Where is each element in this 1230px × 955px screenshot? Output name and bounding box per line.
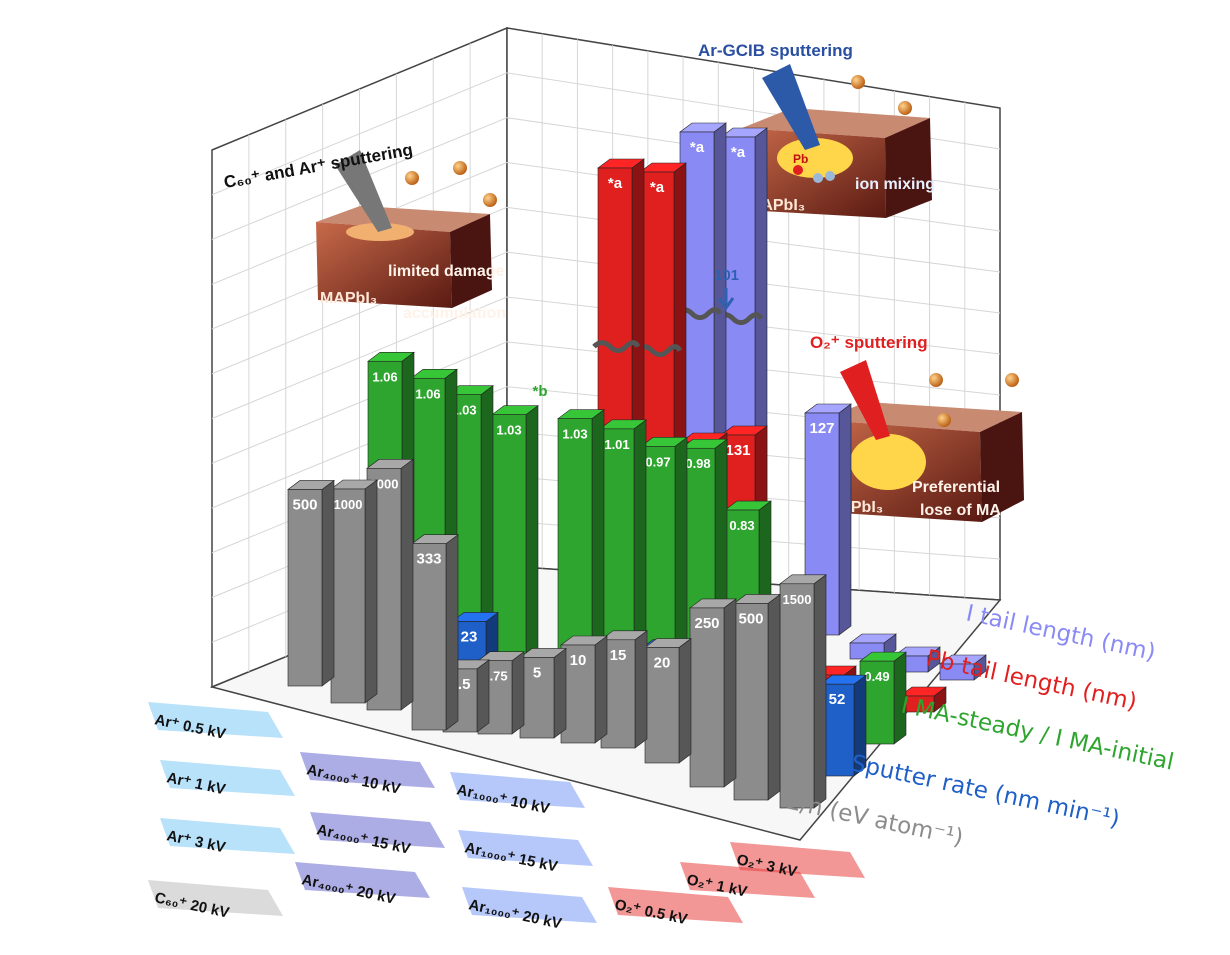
bar: 5 <box>519 647 567 739</box>
inset-right-note-2: lose of MA <box>920 502 1001 519</box>
data-label: 10 <box>570 652 587 669</box>
ejected-particle-icon <box>453 161 467 175</box>
data-label: 1.03 <box>562 427 587 442</box>
ion-beam-cone-icon <box>335 150 392 232</box>
data-label: *a <box>608 175 623 192</box>
bar: 1500 <box>779 574 827 809</box>
data-label: 1.01 <box>604 437 629 452</box>
condition-tag: Ar₄₀₀₀⁺ 15 kV <box>310 812 445 858</box>
data-label: 0.49 <box>864 669 889 684</box>
inset-top-title: Ar-GCIB sputtering <box>698 41 853 60</box>
arrow-value-label: 101 <box>714 267 739 284</box>
data-label: 500 <box>738 610 763 627</box>
data-label: 23 <box>461 628 478 645</box>
ejected-particle-icon <box>405 171 419 185</box>
bar: 500 <box>733 593 781 801</box>
ejected-particle-icon <box>483 193 497 207</box>
inset-left-note-2: accumulation <box>403 305 506 322</box>
ejected-particle-icon <box>1005 373 1019 387</box>
condition-tag: Ar₁₀₀₀⁺ 15 kV <box>458 830 593 876</box>
condition-labels: Ar⁺ 0.5 kV Ar⁺ 1 kV Ar⁺ 3 kV C₆₀⁺ 20 kV Ar₄₀… <box>148 702 865 933</box>
bar <box>899 686 947 713</box>
condition-tag: Ar₁₀₀₀⁺ 20 kV <box>462 887 597 933</box>
ejected-particle-icon <box>851 75 865 89</box>
condition-tag: C₆₀⁺ 20 kV <box>148 880 283 922</box>
inset-right-note-1: Preferential <box>912 479 1000 496</box>
data-label: 1.06 <box>415 386 440 401</box>
data-label: *a <box>731 144 746 161</box>
data-label: 0.83 <box>729 518 754 533</box>
mixed-atom-icon <box>813 173 823 183</box>
ion-beam-cone-icon <box>762 64 820 150</box>
data-label: 250 <box>694 615 719 632</box>
lead-atom-icon <box>793 165 803 175</box>
data-label: 0.98 <box>685 456 710 471</box>
data-label: 0.97 <box>645 454 670 469</box>
bar: 15 <box>600 630 648 749</box>
bar: 250 <box>689 598 737 788</box>
inset-right: O₂⁺ sputtering MAPbI₃ Preferential lose … <box>810 333 1024 522</box>
data-label: 1.03 <box>496 423 521 438</box>
inset-top-element: Pb <box>793 152 808 166</box>
data-label: 1500 <box>783 592 812 607</box>
data-label: 5 <box>533 664 541 681</box>
data-label: 52 <box>829 691 846 708</box>
bar: 0.49 <box>859 651 907 745</box>
axis-break-icon <box>592 340 641 354</box>
mixed-atom-icon <box>825 171 835 181</box>
ion-beam-cone-icon <box>840 360 890 440</box>
data-label: 131 <box>725 442 750 459</box>
ejected-particle-icon <box>898 101 912 115</box>
inset-top: Ar-GCIB sputtering Pb ion mixing MAPbI₃ <box>698 41 935 218</box>
data-label: 1.03 <box>451 403 476 418</box>
inset-left-note-1: limited damage <box>388 263 505 280</box>
data-label: *b <box>533 383 548 400</box>
data-label: *a <box>690 139 705 156</box>
data-label: 333 <box>416 551 441 568</box>
bar: 1.03 <box>491 405 539 667</box>
condition-tag: Ar⁺ 0.5 kV <box>148 702 283 743</box>
inset-left-material: MAPbI₃ <box>320 290 377 307</box>
bar: 1000 <box>330 479 378 704</box>
series-name: I tail length (nm) <box>964 600 1158 666</box>
inset-top-note: ion mixing <box>855 176 935 193</box>
ejected-particle-icon <box>929 373 943 387</box>
bar: 10 <box>560 635 608 744</box>
bar: 500 <box>287 479 335 687</box>
annotation-arrow: 101 <box>714 267 739 311</box>
bar: 20 <box>644 637 692 764</box>
data-label: 1000 <box>334 497 363 512</box>
condition-tag: Ar₄₀₀₀⁺ 10 kV <box>300 752 435 798</box>
inset-right-title: O₂⁺ sputtering <box>810 333 928 352</box>
condition-tag: Ar₄₀₀₀⁺ 20 kV <box>295 862 430 908</box>
data-label: 127 <box>809 420 834 437</box>
data-label: 1.06 <box>372 369 397 384</box>
bars: 127*a*a131129*a*a0.490.830.980.971.011.0… <box>287 122 987 809</box>
data-label: 15 <box>610 647 627 664</box>
down-arrow-icon <box>717 288 735 311</box>
bar <box>939 654 987 681</box>
data-label: 500 <box>292 496 317 513</box>
condition-tag: Ar⁺ 1 kV <box>160 760 295 798</box>
bar: 1.03 <box>557 409 605 671</box>
ejected-particle-icon <box>937 413 951 427</box>
data-label: *a <box>650 179 665 196</box>
condition-tag: Ar⁺ 3 kV <box>160 818 295 856</box>
bar: 333 <box>411 534 459 731</box>
data-label: 20 <box>654 655 671 672</box>
